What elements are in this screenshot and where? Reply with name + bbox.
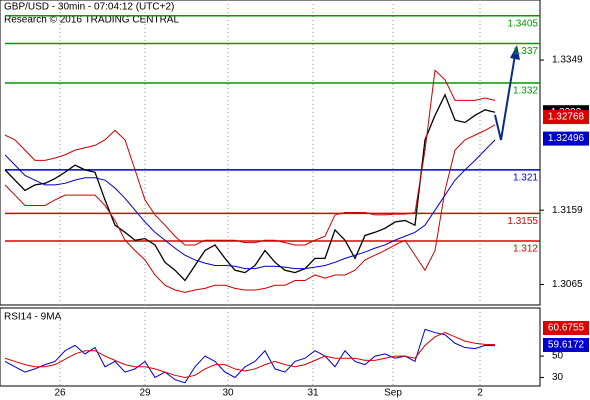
rsi-line — [4, 328, 496, 384]
level-label: 1.312 — [513, 244, 538, 255]
price-tag-bg — [543, 110, 589, 125]
chart-subtitle: Research © 2016 TRADING CENTRAL — [4, 15, 179, 26]
price-tag: 1.32496 — [548, 133, 585, 144]
rsi-panel — [0, 307, 541, 387]
y-tick-label: 1.3159 — [552, 205, 583, 216]
price-panel — [0, 0, 541, 306]
level-label: 1.3405 — [507, 18, 538, 29]
chart-title: GBP/USD - 30min - 07:04:12 (UTC+2) — [4, 2, 174, 13]
x-tick-label: 26 — [54, 388, 66, 399]
rsi-tag: 59.6172 — [548, 340, 585, 351]
rsi-tick-label: 50 — [552, 351, 564, 362]
rsi-title: RSI14 - 9MA — [4, 312, 62, 323]
level-label: 1.337 — [513, 46, 538, 57]
level-label: 1.332 — [513, 86, 538, 97]
rsi-tag-bg — [543, 321, 589, 335]
x-tick-label: 29 — [139, 388, 151, 399]
price-tag-bg — [543, 131, 589, 146]
rsi-tick-label: 30 — [552, 372, 564, 383]
level-label: 1.3155 — [507, 216, 538, 227]
rsi-line — [4, 332, 496, 378]
projection-arrow — [494, 54, 516, 141]
price-tag: 1.32768 — [548, 112, 585, 123]
x-tick-label: 31 — [307, 388, 319, 399]
price-line — [4, 69, 496, 246]
price-line — [4, 124, 496, 293]
y-tick-label: 1.3349 — [552, 55, 583, 66]
x-tick-label: 30 — [222, 388, 234, 399]
rsi-tag-bg — [543, 338, 589, 352]
rsi-tag: 60.6755 — [548, 323, 585, 334]
x-tick-label: Sep — [384, 388, 402, 399]
projection-arrow-head — [510, 45, 520, 60]
y-tick-label: 1.3065 — [552, 279, 583, 290]
x-tick-label: 2 — [477, 388, 483, 399]
level-label: 1.321 — [513, 173, 538, 184]
price-line — [4, 139, 496, 270]
